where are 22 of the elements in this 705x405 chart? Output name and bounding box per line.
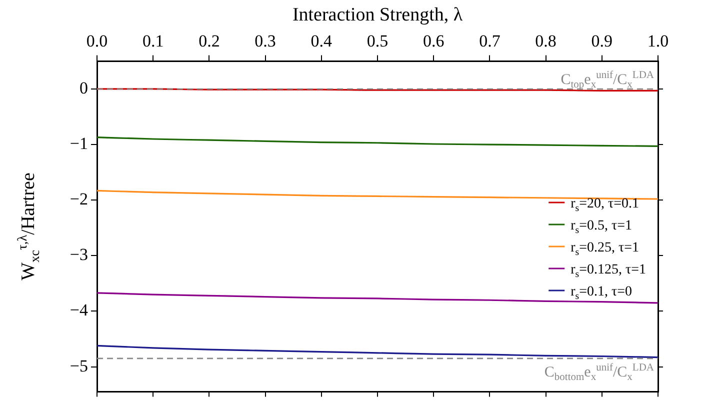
y-tick-label: −1	[70, 134, 88, 154]
y-tick-label: −2	[70, 190, 88, 209]
line-series	[97, 344, 658, 358]
y-tick-label: 0	[80, 78, 88, 98]
x-tick-label: 0.6	[422, 31, 444, 50]
y-axis-title: Wxcτ,λ/Hartree	[14, 172, 42, 280]
x-tick-label: 0.4	[310, 31, 333, 50]
x-tick-label: 0.5	[366, 31, 388, 50]
x-tick-label: 0.9	[591, 31, 613, 50]
x-axis-title: Interaction Strength, λ	[292, 4, 464, 26]
x-tick-label: 0.0	[86, 31, 108, 50]
x-tick-label: 0.8	[535, 31, 556, 50]
line-series	[97, 190, 658, 200]
line-series	[97, 136, 658, 148]
x-tick-label: 0.2	[198, 31, 220, 50]
x-tick-label: 1.0	[647, 31, 669, 50]
x-tick-label: 0.1	[142, 31, 164, 50]
y-tick-label: −3	[70, 245, 88, 264]
x-tick-label: 0.7	[479, 31, 501, 50]
y-tick-label: −5	[70, 356, 88, 376]
x-tick-label: 0.3	[254, 31, 276, 50]
y-tick-label: −4	[70, 300, 88, 320]
